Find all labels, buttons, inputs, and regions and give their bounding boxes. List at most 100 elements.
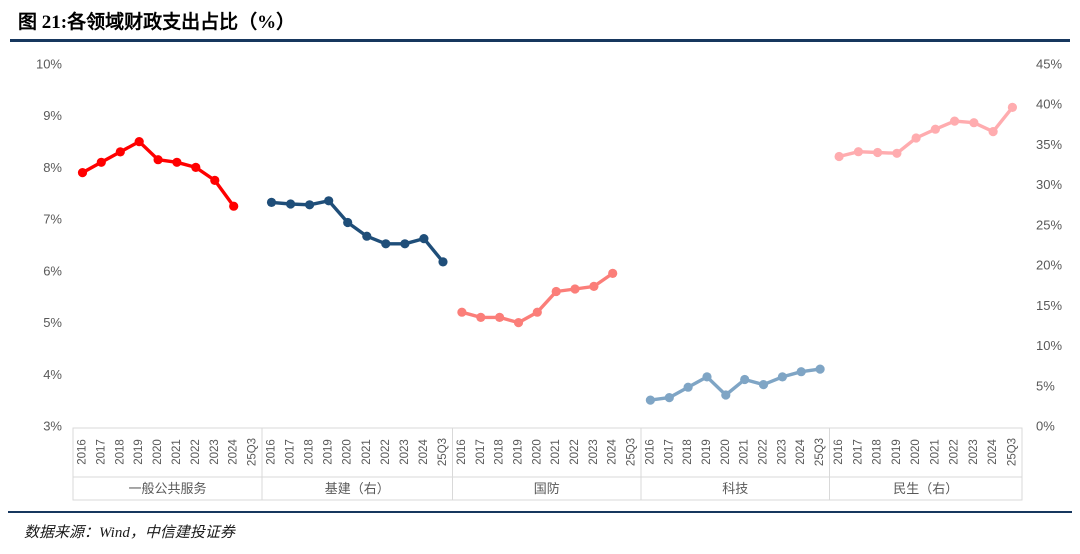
data-point-科技 [721,390,731,400]
year-label: 2018 [872,439,884,465]
left-axis-tick: 6% [43,263,62,278]
data-point-民生（右） [853,147,864,157]
data-point-基建（右） [362,231,372,241]
data-point-国防 [495,312,505,322]
year-label: 2019 [323,439,335,465]
left-axis-tick: 10% [36,57,62,72]
data-point-一般公共服务 [115,147,125,157]
right-axis-tick: 15% [1036,298,1062,313]
group-label: 国防 [534,481,560,496]
data-point-科技 [758,380,769,390]
year-label: 2022 [758,439,770,465]
data-point-国防 [532,307,542,317]
year-label: 2019 [133,439,145,465]
data-point-科技 [702,372,712,382]
year-label: 2024 [418,439,430,465]
year-label: 2019 [512,439,524,465]
data-point-国防 [513,318,524,328]
data-point-基建（右） [286,199,296,209]
data-point-一般公共服务 [210,175,220,185]
year-label: 2016 [833,439,845,465]
group-label: 基建（右） [325,481,390,496]
year-label: 2018 [304,439,316,465]
year-label: 2022 [380,439,392,465]
group-label: 民生（右） [893,481,958,496]
data-point-基建（右） [266,197,277,207]
series-line-一般公共服务 [80,139,236,208]
data-point-一般公共服务 [172,157,182,167]
right-axis-tick: 35% [1036,137,1062,152]
right-axis-tick: 45% [1036,57,1062,72]
data-point-民生（右） [834,151,844,162]
data-point-民生（右） [911,133,921,143]
right-axis-tick: 0% [1036,419,1055,434]
year-label: 2022 [569,439,581,465]
data-point-国防 [570,284,580,294]
left-axis-tick: 7% [43,212,62,227]
year-label: 25Q3 [437,438,449,466]
year-label: 2022 [949,439,961,465]
year-label: 25Q3 [247,438,259,466]
data-point-基建（右） [400,239,410,249]
data-point-国防 [457,307,467,317]
year-label: 2023 [776,439,788,465]
year-label: 2020 [342,439,354,465]
right-axis-tick: 25% [1036,217,1062,232]
data-point-科技 [664,393,674,403]
data-point-民生（右） [892,148,902,158]
data-point-科技 [777,372,788,382]
year-label: 2018 [682,439,694,465]
year-label: 2021 [171,439,183,465]
data-point-国防 [551,286,561,297]
left-axis-tick: 8% [43,160,62,175]
data-source: 数据来源：Wind，中信建投证券 [24,525,235,541]
year-label: 2021 [361,439,373,465]
year-label: 25Q3 [814,438,826,466]
year-label: 2024 [228,439,240,465]
data-point-民生（右） [969,118,979,128]
year-label: 2021 [550,439,562,465]
figure-title: 图 21:各领域财政支出占比（%） [18,12,296,33]
year-label: 2020 [910,439,922,465]
year-label: 2021 [739,439,751,465]
category-axis-box [72,427,1023,501]
data-point-科技 [740,374,750,385]
year-label: 2016 [456,439,468,465]
right-axis-tick: 40% [1036,97,1062,112]
year-label: 2024 [987,439,999,465]
year-label: 2017 [475,439,487,465]
data-point-基建（右） [419,234,429,244]
data-point-科技 [645,395,656,405]
data-point-一般公共服务 [134,137,144,147]
data-point-科技 [815,364,825,374]
year-label: 2016 [266,439,278,465]
group-label: 科技 [722,481,748,496]
left-axis-tick: 3% [43,419,62,434]
data-point-民生（右） [1007,102,1018,112]
group-label: 一般公共服务 [128,481,206,496]
data-point-民生（右） [950,116,960,126]
year-label: 2022 [190,439,202,465]
data-point-基建（右） [343,217,353,228]
year-label: 2021 [929,439,941,465]
year-label: 2019 [891,439,903,465]
left-axis-tick: 4% [43,367,62,382]
series-line-民生（右） [837,105,1015,159]
year-label: 25Q3 [626,438,638,466]
footer-divider [8,511,1072,513]
year-label: 2020 [152,439,164,465]
year-label: 2017 [852,439,864,465]
year-label: 2017 [285,439,297,465]
series-line-科技 [648,367,822,402]
year-label: 2023 [588,439,600,465]
year-label: 2020 [531,439,543,465]
year-label: 2023 [399,439,411,465]
year-label: 2023 [968,439,980,465]
data-point-国防 [608,268,618,278]
data-point-基建（右） [324,196,334,206]
year-label: 25Q3 [1006,438,1018,466]
data-point-国防 [476,312,486,322]
data-point-一般公共服务 [229,201,239,211]
